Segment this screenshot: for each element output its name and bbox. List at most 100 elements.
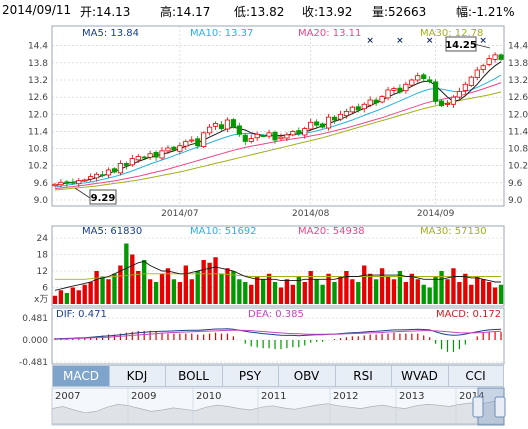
tab-rsi[interactable]: RSI xyxy=(335,366,392,386)
candle-body xyxy=(123,163,129,167)
macd-dea-line xyxy=(54,329,502,340)
volume-bar xyxy=(237,279,242,304)
quote-high: 高:14.17 xyxy=(160,5,211,19)
tab-cci[interactable]: CCI xyxy=(465,369,486,383)
volume-bar xyxy=(207,262,212,304)
macd-grid xyxy=(52,317,504,363)
volume-ma30-line xyxy=(55,273,501,280)
candle-body xyxy=(373,99,379,104)
volume-legend-ma10: MA10: 51692 xyxy=(190,226,257,237)
navigator-handle-right[interactable] xyxy=(494,396,506,418)
navigator-handle-left[interactable] xyxy=(472,396,484,418)
candle-body xyxy=(444,103,451,105)
price-tick-right: 11.4 xyxy=(508,127,528,137)
candle-body xyxy=(337,113,344,120)
candle-body xyxy=(308,121,314,130)
volume-bar xyxy=(266,273,272,304)
volume-bar xyxy=(278,287,284,304)
price-x-axis: 2014/07 2014/08 2014/09 xyxy=(161,209,454,219)
candle-body xyxy=(415,75,421,81)
price-candles xyxy=(52,52,504,188)
volume-bar xyxy=(296,276,301,304)
candle-body xyxy=(105,169,112,176)
candle-body xyxy=(189,139,195,142)
candle-body xyxy=(355,106,361,111)
dividend-marker: × xyxy=(366,36,374,46)
volume-bar xyxy=(320,284,325,304)
price-legend-ma10: MA10: 13.37 xyxy=(190,28,253,39)
volume-bar xyxy=(136,271,141,304)
candle-body xyxy=(52,183,58,187)
price-legend-ma5: MA5: 13.84 xyxy=(82,28,139,39)
volume-bar xyxy=(183,265,188,304)
price-tick-right: 13.8 xyxy=(508,59,528,69)
navigator-year-label: 2012 xyxy=(333,391,358,402)
macd-legend-dea: DEA: 0.385 xyxy=(248,309,304,320)
volume-bar xyxy=(427,287,432,304)
volume-bar xyxy=(421,284,426,304)
price-tick-left: 12.0 xyxy=(28,110,48,120)
volume-bar xyxy=(439,271,444,304)
candle-body xyxy=(450,96,457,105)
volume-tick: 18 xyxy=(37,251,49,261)
candle-body xyxy=(159,150,165,159)
volume-ma5-line xyxy=(54,260,501,291)
volume-bar xyxy=(368,273,373,304)
price-tick-left: 10.2 xyxy=(28,162,48,172)
volume-bar xyxy=(249,284,254,304)
price-x-tick: 2014/09 xyxy=(417,209,455,219)
tab-macd[interactable]: MACD xyxy=(53,366,110,386)
volume-bar xyxy=(219,273,224,304)
volume-legend-ma5: MA5: 61830 xyxy=(82,226,142,237)
volume-bar xyxy=(344,271,349,304)
quote-volume: 量:52663 xyxy=(372,5,427,19)
candle-body xyxy=(320,123,326,128)
volume-bar xyxy=(118,265,123,304)
tab-psy[interactable]: PSY xyxy=(222,366,279,386)
candle-body xyxy=(147,153,153,158)
dividend-marker: × xyxy=(426,36,434,46)
volume-bar xyxy=(88,282,93,304)
navigator-year-label: 2013 xyxy=(399,391,424,402)
volume-bar xyxy=(433,276,438,304)
volume-bar xyxy=(338,276,343,304)
candle-body xyxy=(135,156,141,161)
price-tick-left: 9.6 xyxy=(34,179,49,189)
volume-bar xyxy=(171,279,177,304)
volume-tick: 24 xyxy=(37,234,49,244)
tab-obv[interactable]: OBV xyxy=(278,366,336,386)
price-tick-left: 14.4 xyxy=(28,42,48,52)
price-ma20-line xyxy=(54,82,502,190)
navigator-year-label: 2009 xyxy=(131,391,156,402)
tab-kdj[interactable]: KDJ xyxy=(109,366,166,386)
volume-bar xyxy=(70,287,75,304)
volume-bar xyxy=(415,279,420,304)
volume-bar xyxy=(52,295,58,304)
candle-body xyxy=(242,134,248,142)
volume-bar xyxy=(391,279,397,304)
volume-bar xyxy=(463,273,468,304)
candle-body xyxy=(82,179,88,182)
quote-header: 2014/09/11 开:14.13 高:14.17 低:13.82 收:13.… xyxy=(0,0,528,20)
candle-body xyxy=(314,121,320,126)
volume-bar xyxy=(284,279,290,304)
quote-open: 开:14.13 xyxy=(80,5,131,19)
candle-body xyxy=(58,181,64,186)
price-tick-left: 9.0 xyxy=(34,196,49,206)
price-tick-left: 12.6 xyxy=(28,93,48,103)
candle-body xyxy=(99,174,106,177)
volume-bar xyxy=(112,273,117,304)
candle-body xyxy=(254,133,260,139)
candle-body xyxy=(141,156,147,159)
tab-wvad[interactable]: WVAD xyxy=(391,366,449,386)
macd-dif-line xyxy=(54,328,502,340)
range-navigator[interactable]: 2007 2009 2010 2011 2012 2013 2014 xyxy=(51,387,506,426)
candle-body xyxy=(94,173,100,179)
candle-body xyxy=(76,180,82,185)
tab-boll[interactable]: BOLL xyxy=(165,366,223,386)
candle-body xyxy=(171,146,177,151)
volume-bar xyxy=(290,284,296,304)
candle-body xyxy=(349,106,355,113)
candle-body xyxy=(278,136,284,140)
